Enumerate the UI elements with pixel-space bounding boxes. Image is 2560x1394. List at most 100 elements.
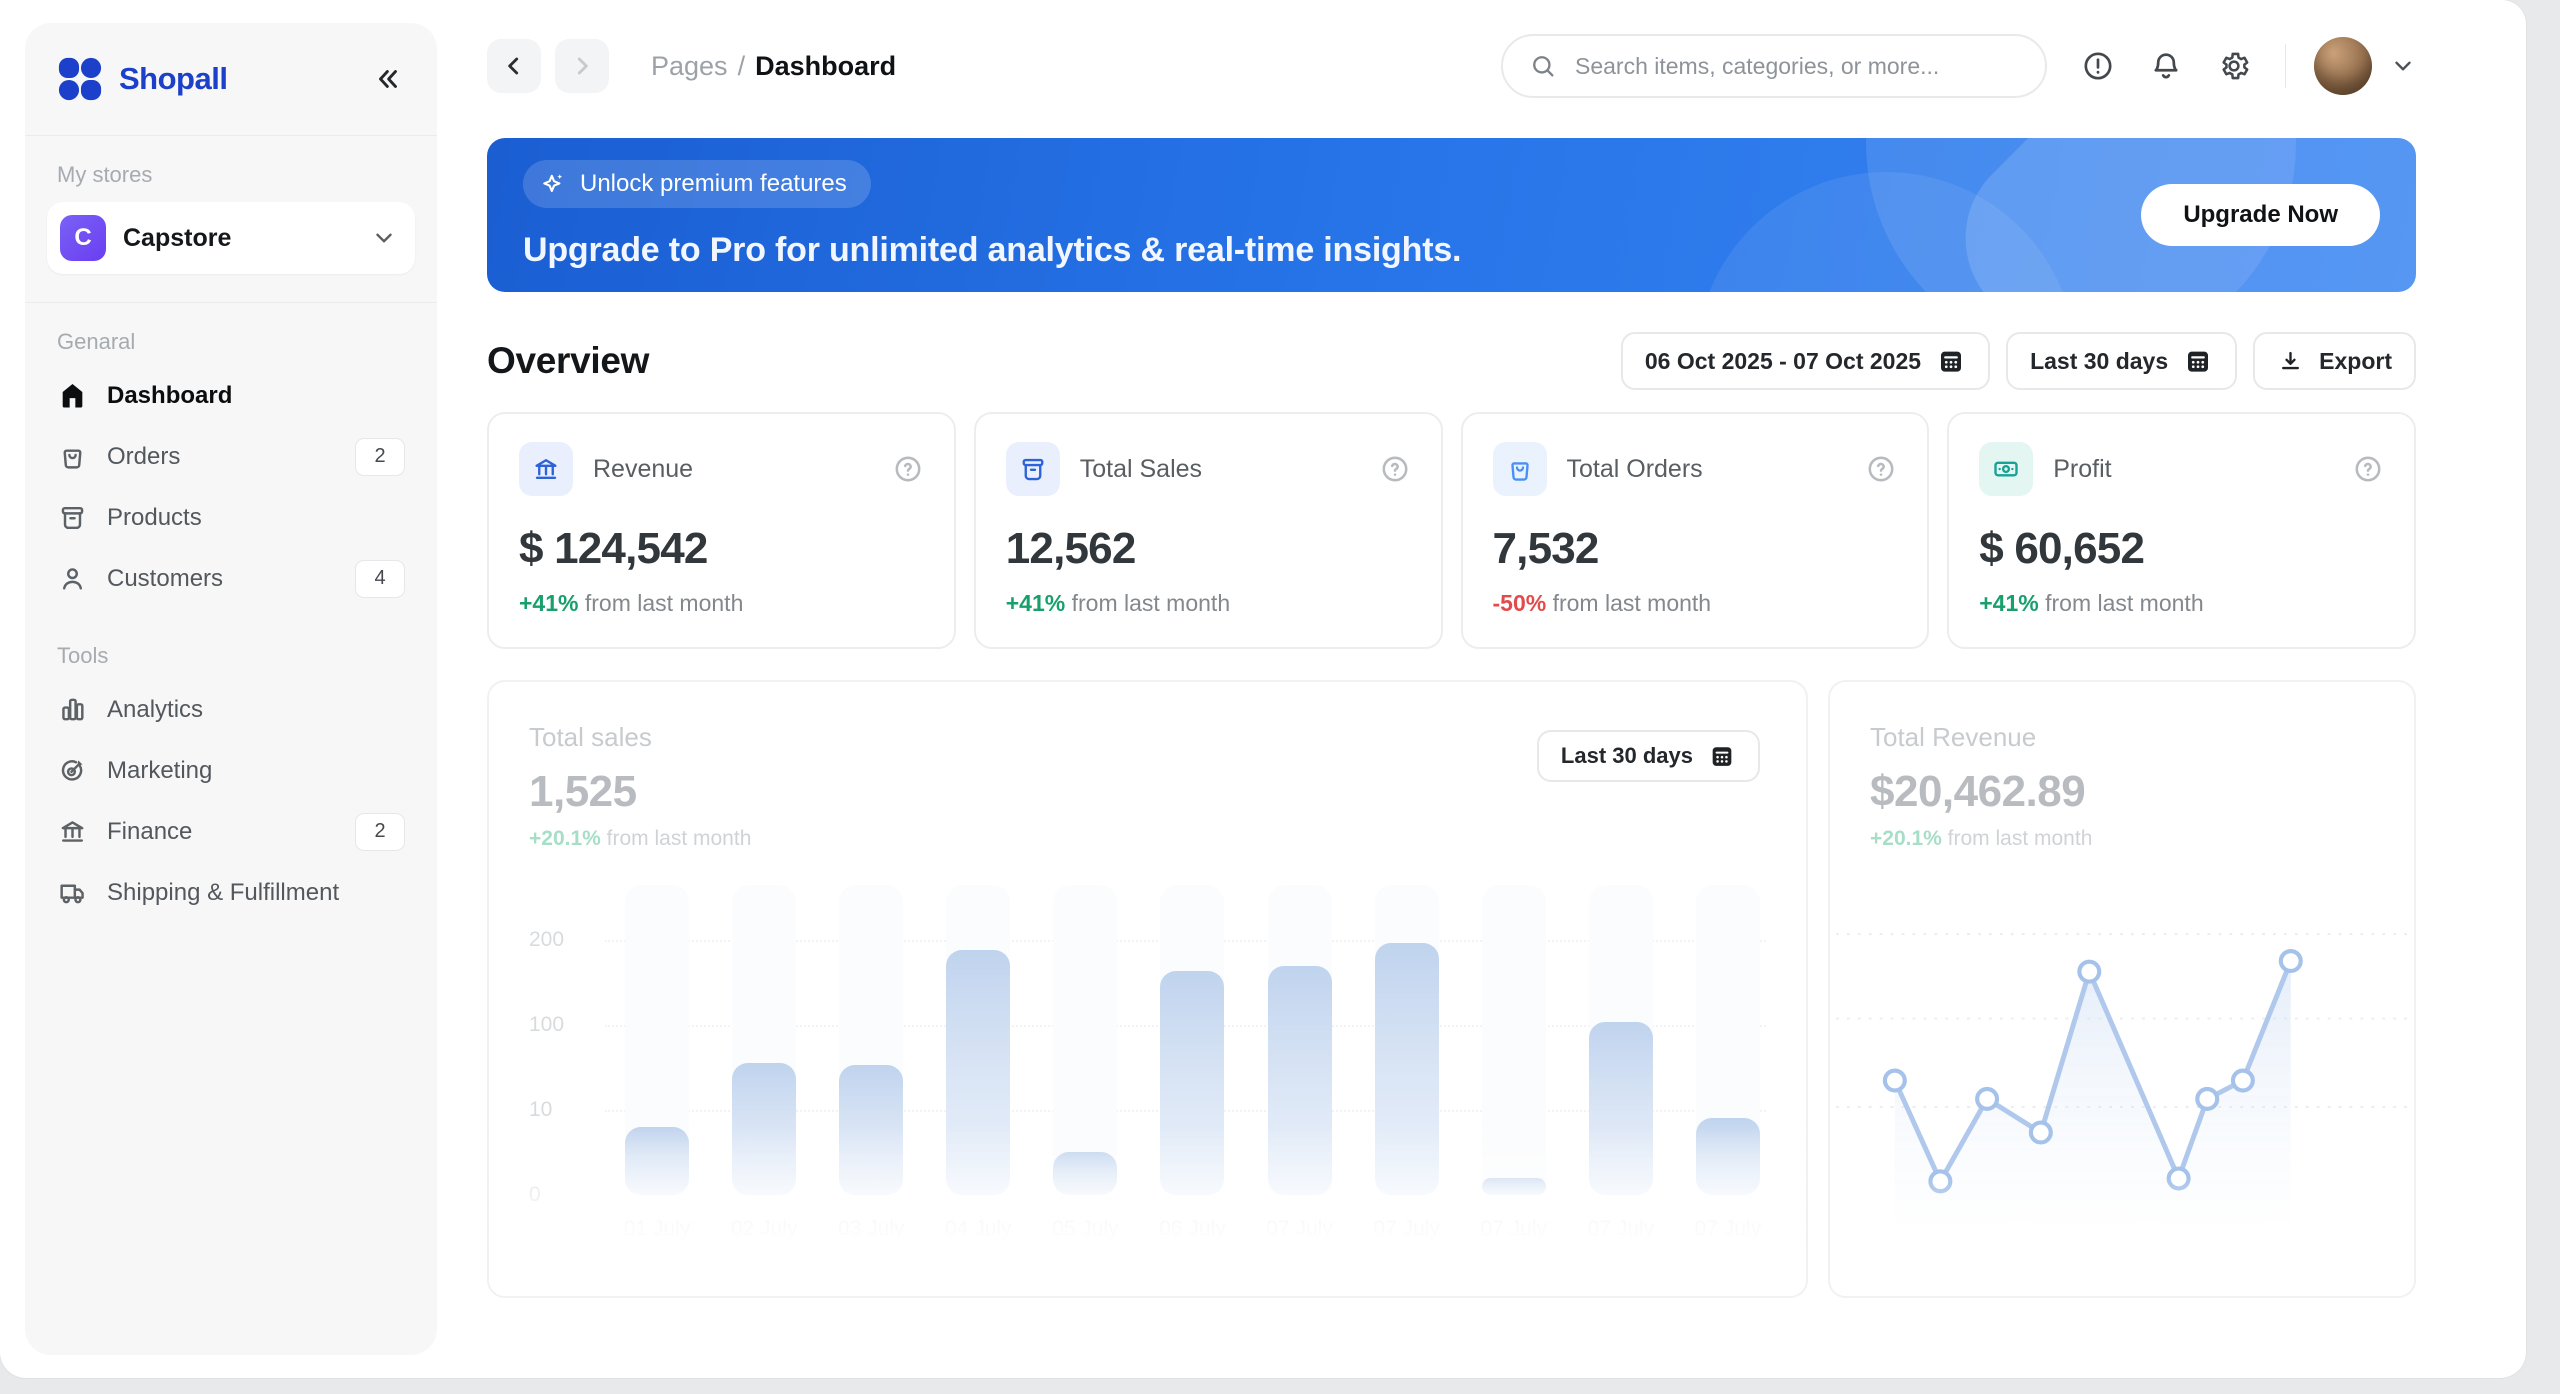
- upgrade-now-button[interactable]: Upgrade Now: [2141, 184, 2380, 246]
- calendar-icon: [1936, 346, 1966, 376]
- bar-slot: 07 July: [1588, 885, 1654, 1240]
- data-point: [1975, 1086, 2000, 1111]
- upgrade-banner: Unlock premium features Upgrade to Pro f…: [487, 138, 2416, 292]
- calendar-icon: [2183, 346, 2213, 376]
- store-avatar: C: [60, 215, 106, 261]
- sidebar-item-shipping-fulfillment[interactable]: Shipping & Fulfillment: [41, 862, 421, 923]
- x-axis-label: 03 July: [837, 1217, 905, 1240]
- export-button[interactable]: Export: [2253, 332, 2416, 390]
- chart-delta-suffix: from last month: [606, 827, 752, 850]
- x-axis-label: 06 July: [1159, 1217, 1226, 1240]
- sidebar-item-products[interactable]: Products: [41, 487, 421, 548]
- data-point: [1882, 1068, 1907, 1093]
- search-input[interactable]: [1573, 51, 2019, 81]
- sidebar-item-label: Products: [107, 503, 202, 531]
- stat-cards-row: Revenue $ 124,542 +41% from last month Tota…: [487, 412, 2416, 649]
- chart-period-selector[interactable]: Last 30 days: [1536, 730, 1760, 782]
- breadcrumb-separator: /: [737, 50, 746, 81]
- shopall-logo-icon: [57, 56, 103, 102]
- chart-value: 1,525: [529, 767, 637, 816]
- nav-section-label: Tools: [57, 643, 109, 668]
- page-title: Overview: [487, 340, 650, 381]
- date-range-picker[interactable]: 06 Oct 2025 - 07 Oct 2025: [1620, 332, 1991, 390]
- x-axis-label: 02 July: [730, 1217, 798, 1240]
- alert-icon[interactable]: [2081, 49, 2115, 83]
- data-point: [2166, 1166, 2191, 1191]
- breadcrumb-section[interactable]: Pages: [651, 50, 728, 81]
- analytics-icon: [57, 694, 88, 725]
- y-axis-tick: 200: [529, 928, 565, 951]
- stat-value: 12,562: [1005, 524, 1137, 573]
- bar-track: [1481, 885, 1546, 1195]
- stat-label: Total Orders: [1566, 454, 1703, 483]
- x-axis-label: 04 July: [945, 1217, 1012, 1240]
- help-icon[interactable]: [1865, 453, 1897, 485]
- sidebar-item-marketing[interactable]: Marketing: [41, 740, 421, 801]
- premium-chip-label: Unlock premium features: [580, 170, 847, 197]
- chevron-down-icon: [371, 225, 397, 251]
- bar-slot: 07 July: [1373, 885, 1440, 1240]
- sidebar-item-customers[interactable]: Customers 4: [41, 548, 421, 609]
- finance-icon: [57, 816, 88, 847]
- stat-value: $ 124,542: [519, 524, 708, 573]
- y-axis-tick: 0: [529, 1183, 541, 1206]
- bar-slots: 01 July 02 July 03 July 04 July 05 July 06 Ju…: [624, 885, 1761, 1240]
- bar-chart: 200 100 10 0 01 July 02 July 03 July 04 July 05 …: [529, 885, 1766, 1240]
- help-icon[interactable]: [2352, 453, 2384, 485]
- x-axis-label: 07 July: [1373, 1217, 1440, 1240]
- bar: [1588, 1022, 1653, 1195]
- stat-label: Total Sales: [1079, 454, 1203, 483]
- forward-button[interactable]: [555, 39, 609, 93]
- customers-icon: [57, 563, 88, 594]
- app-logo-text: Shopall: [119, 61, 228, 96]
- bar: [1481, 1178, 1546, 1195]
- count-badge: 2: [355, 437, 405, 476]
- stat-delta-suffix: from last month: [2045, 590, 2204, 616]
- store-selector[interactable]: C Capstore: [47, 202, 415, 274]
- breadcrumb-page: Dashboard: [755, 50, 897, 81]
- store-name: Capstore: [123, 223, 232, 252]
- stat-delta-suffix: from last month: [1071, 590, 1231, 616]
- bell-icon[interactable]: [2149, 49, 2183, 83]
- bar-track: [1053, 885, 1118, 1195]
- data-point: [2195, 1086, 2220, 1111]
- back-button[interactable]: [487, 39, 541, 93]
- avatar[interactable]: [2314, 37, 2372, 95]
- help-icon[interactable]: [1379, 453, 1411, 485]
- stat-card-total-orders: Total Orders 7,532 -50% from last month: [1460, 412, 1930, 649]
- chevron-right-icon: [569, 53, 595, 79]
- stat-delta-value: -50%: [1492, 590, 1547, 616]
- sidebar-item-finance[interactable]: Finance 2: [41, 801, 421, 862]
- stat-label: Profit: [2053, 454, 2112, 483]
- help-icon[interactable]: [892, 453, 924, 485]
- marketing-icon: [57, 755, 88, 786]
- period-value: Last 30 days: [2030, 347, 2169, 374]
- stat-value: 7,532: [1492, 524, 1600, 573]
- period-selector[interactable]: Last 30 days: [2006, 332, 2238, 390]
- sales-box-icon: [1018, 454, 1048, 484]
- stat-card-total-sales: Total Sales 12,562 +41% from last month: [973, 412, 1443, 649]
- sidebar-item-label: Marketing: [107, 756, 213, 784]
- orders-icon: [57, 441, 88, 472]
- x-axis-label: 01 July: [623, 1217, 691, 1240]
- sidebar-item-orders[interactable]: Orders 2: [41, 426, 421, 487]
- sidebar-item-label: Shipping & Fulfillment: [107, 878, 340, 906]
- collapse-sidebar-button[interactable]: [365, 56, 411, 102]
- chart-value: $20,462.89: [1870, 767, 2086, 816]
- stat-delta-suffix: from last month: [584, 590, 744, 616]
- sidebar-item-analytics[interactable]: Analytics: [41, 679, 421, 740]
- premium-chip: Unlock premium features: [523, 160, 871, 208]
- stat-delta-suffix: from last month: [1552, 590, 1712, 616]
- bar-slot: 07 July: [1480, 885, 1547, 1240]
- topbar: Pages / Dashboard: [437, 0, 2492, 98]
- export-label: Export: [2319, 347, 2392, 374]
- orders-bag-icon: [1505, 454, 1535, 484]
- sidebar-item-label: Finance: [107, 817, 193, 845]
- chevron-down-icon[interactable]: [2390, 53, 2416, 79]
- gear-icon[interactable]: [2217, 49, 2251, 83]
- y-axis-tick: 100: [529, 1013, 565, 1036]
- bar: [1695, 1118, 1760, 1195]
- bar: [1267, 966, 1332, 1195]
- sidebar-item-dashboard[interactable]: Dashboard: [41, 365, 421, 426]
- stat-value: $ 60,652: [1979, 524, 2145, 573]
